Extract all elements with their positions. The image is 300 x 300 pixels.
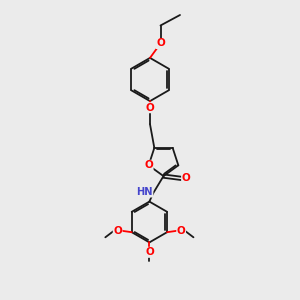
Text: O: O (156, 38, 165, 49)
Text: O: O (113, 226, 122, 236)
Text: O: O (145, 247, 154, 257)
Text: HN: HN (136, 187, 153, 197)
Text: O: O (177, 226, 185, 236)
Text: O: O (144, 160, 153, 170)
Text: O: O (146, 103, 154, 113)
Text: O: O (182, 173, 190, 184)
